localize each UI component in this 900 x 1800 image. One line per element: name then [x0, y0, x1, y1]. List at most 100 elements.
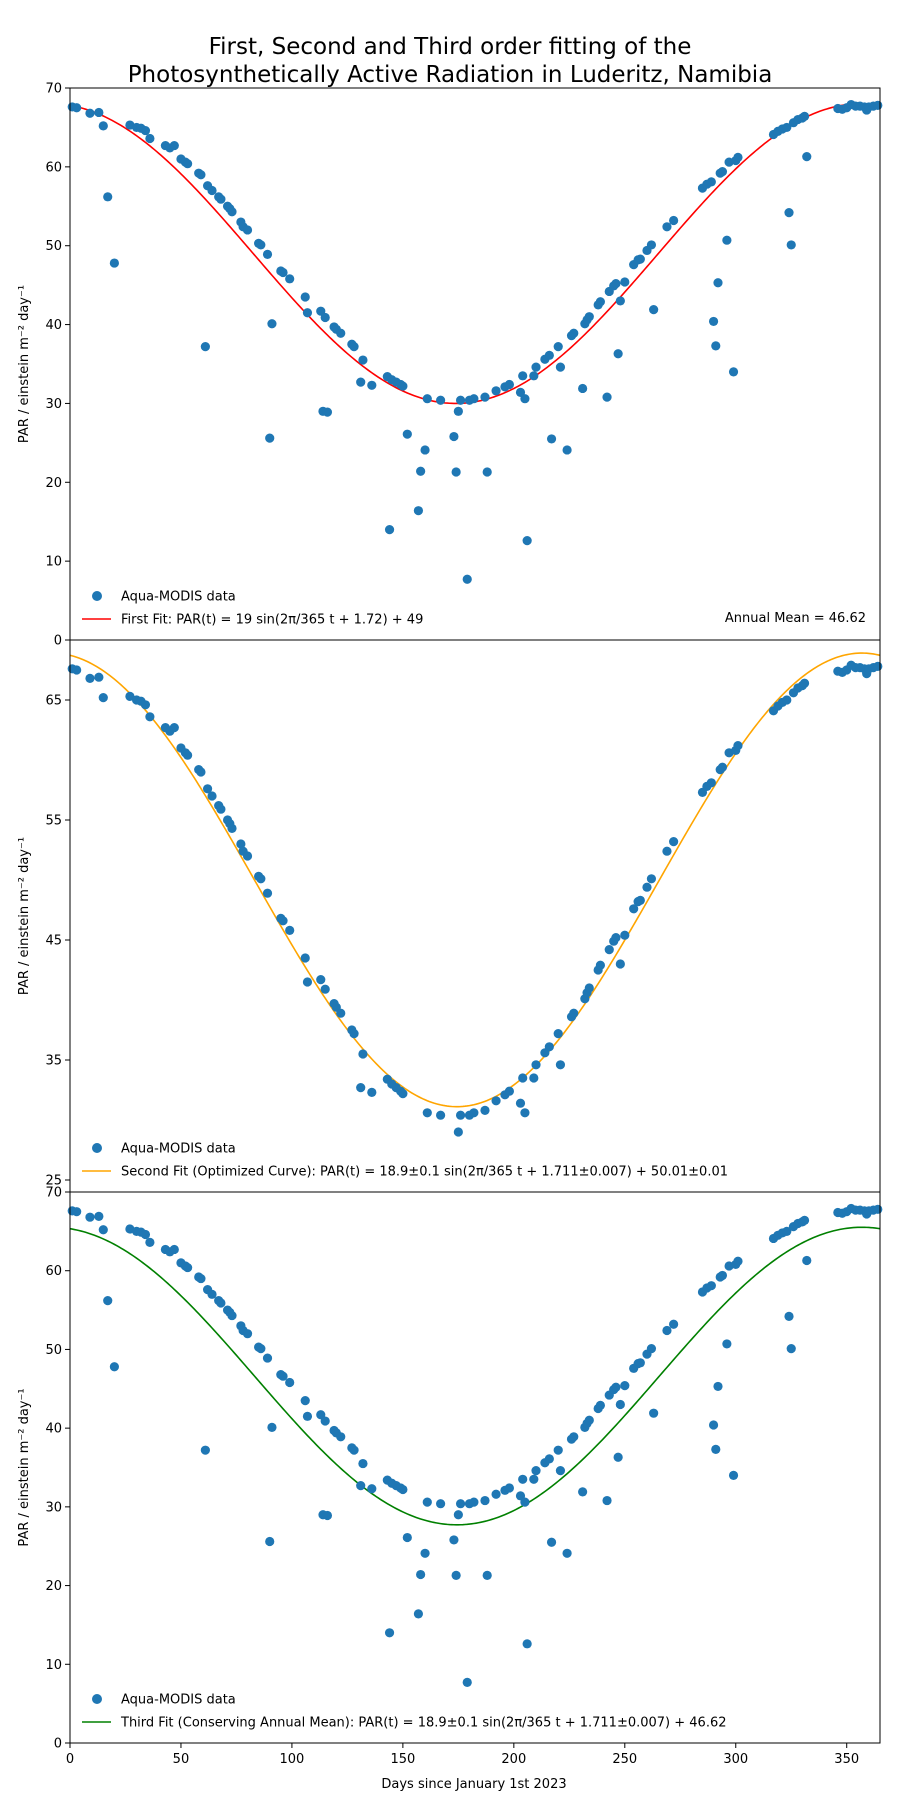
data-point [455, 395, 466, 405]
data-point [242, 1329, 253, 1339]
annual-mean-annotation: Annual Mean = 46.62 [725, 611, 866, 626]
data-point [708, 316, 719, 327]
data-point [242, 225, 253, 235]
data-point [717, 166, 728, 177]
x-tick-label: 300 [723, 1752, 748, 1767]
y-tick-label: 20 [45, 1579, 62, 1594]
data-point [103, 1296, 113, 1306]
data-point [349, 342, 359, 352]
data-point [285, 1377, 295, 1388]
y-tick-label: 0 [54, 634, 62, 649]
panel-second-fit: 25 35 45 55 65 PAR / einstein m⁻² day⁻¹ Aqua… [17, 639, 883, 1193]
y-tick-label: 40 [45, 1422, 62, 1437]
data-point [140, 125, 151, 136]
fit-curve [69, 652, 881, 1108]
x-tick-label: 0 [66, 1752, 74, 1767]
data-point [72, 103, 82, 113]
legend: Aqua-MODIS data First Fit: PAR(t) = 19 s… [82, 590, 423, 628]
data-point [482, 1570, 492, 1580]
data-point [669, 1319, 679, 1329]
data-point [420, 445, 430, 455]
data-point [669, 215, 679, 226]
legend-label-fit: Third Fit (Conserving Annual Mean): PAR(… [120, 1716, 727, 1731]
data-point [635, 1358, 645, 1368]
data-point [515, 1098, 526, 1108]
data-point [728, 1470, 739, 1480]
x-tick-label: 200 [501, 1752, 526, 1767]
data-point [422, 1497, 432, 1507]
data-point [109, 1362, 119, 1372]
data-point [522, 536, 532, 546]
data-point [669, 837, 679, 847]
data-point [196, 170, 206, 180]
data-point [569, 1432, 579, 1442]
data-point [469, 1108, 479, 1118]
data-point [216, 1298, 226, 1308]
data-point [595, 297, 605, 307]
data-point [320, 1416, 330, 1426]
data-point [349, 1445, 359, 1455]
data-point [553, 342, 563, 352]
data-point [713, 278, 723, 288]
data-point [469, 394, 479, 404]
figure-title-line1: First, Second and Third order fitting of… [209, 34, 692, 60]
data-point [265, 1536, 275, 1547]
data-point [620, 1381, 630, 1391]
data-point [782, 695, 792, 705]
data-point [72, 665, 82, 675]
y-tick-label: 45 [45, 934, 62, 949]
legend-marker-data [92, 1143, 102, 1153]
data-point [367, 380, 377, 390]
y-tick-label: 50 [45, 1343, 62, 1358]
data-point [402, 1532, 412, 1543]
data-point [72, 1207, 82, 1217]
y-tick-label: 55 [45, 814, 62, 829]
data-point [529, 371, 539, 381]
data-point [278, 916, 288, 926]
y-tick-label: 25 [45, 1174, 62, 1189]
legend: Aqua-MODIS data Second Fit (Optimized Cu… [82, 1142, 728, 1180]
data-point [584, 1415, 594, 1425]
data-point [413, 1609, 424, 1619]
data-point [449, 1535, 459, 1545]
data-point [491, 1096, 501, 1106]
data-point [183, 1262, 193, 1273]
data-point [242, 851, 253, 861]
tick-marks: 0 10 20 30 40 50 60 70 0 50 100 150 200 250 300 350 [45, 1186, 859, 1768]
data-point [358, 1049, 368, 1059]
axes-box [69, 1191, 881, 1744]
data-point [256, 874, 266, 884]
data-point [200, 342, 210, 352]
figure-title-line2: Photosynthetically Active Radiation in L… [128, 62, 773, 88]
data-point [449, 431, 459, 442]
data-point [802, 152, 812, 162]
x-axis-label: Days since January 1st 2023 [381, 1777, 566, 1792]
data-point [786, 240, 796, 250]
data-point [728, 367, 739, 377]
data-point [595, 1400, 605, 1410]
data-point [300, 292, 310, 302]
data-point [453, 1510, 463, 1520]
data-point [85, 673, 95, 684]
data-point [555, 1466, 566, 1476]
data-point [733, 741, 743, 751]
axes-box [69, 87, 881, 641]
data-point [518, 1474, 528, 1484]
data-point [336, 328, 346, 338]
data-point [336, 1008, 346, 1018]
data-point [455, 1499, 466, 1509]
data-point [873, 100, 883, 110]
data-point [531, 362, 541, 372]
data-point [711, 341, 721, 351]
data-point [706, 177, 716, 187]
x-tick-label: 50 [173, 1752, 190, 1767]
data-points-layer [67, 1203, 883, 1687]
data-point [322, 1510, 333, 1521]
data-point [320, 312, 330, 323]
data-point [109, 258, 119, 268]
data-point [98, 121, 108, 131]
data-point [569, 1008, 579, 1018]
data-point [422, 394, 432, 404]
data-point [615, 1399, 625, 1410]
legend-label-data: Aqua-MODIS data [121, 590, 236, 605]
